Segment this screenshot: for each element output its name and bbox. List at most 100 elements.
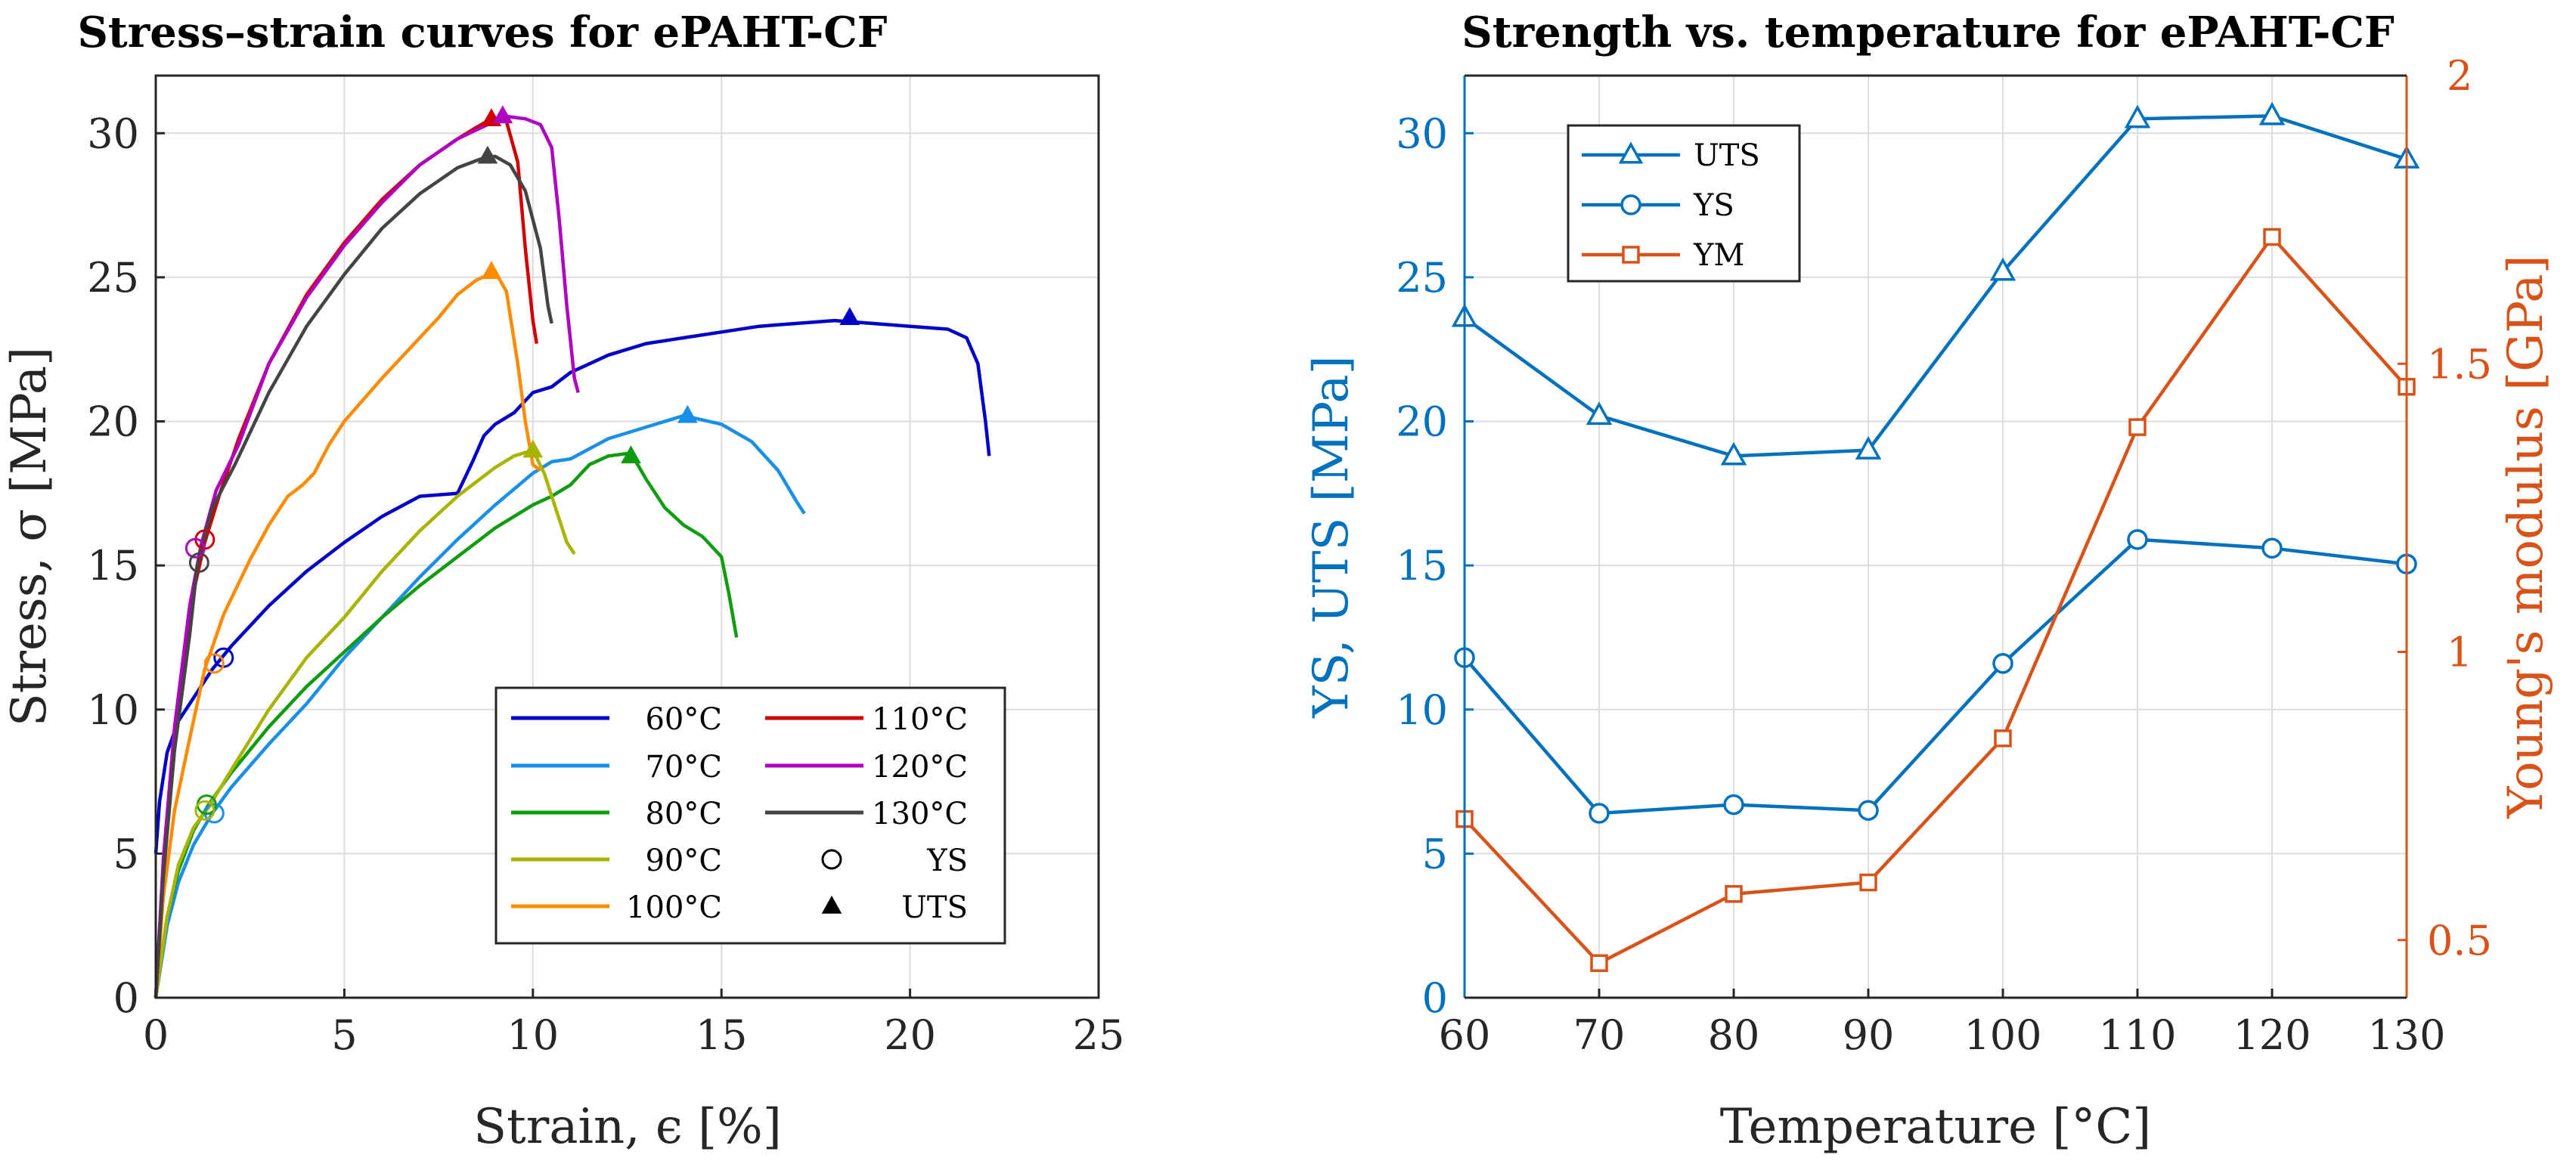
uts-point [2258, 101, 2286, 125]
uts-point [1720, 441, 1747, 466]
legend-label: UTS [901, 890, 968, 925]
legend-label: UTS [1694, 138, 1760, 173]
x-tick-label: 80 [1708, 1011, 1760, 1059]
y-tick-label: 5 [113, 830, 139, 878]
uts-marker [677, 404, 698, 423]
y2-tick-labels: 0.5 1 1.5 2 [2427, 52, 2492, 964]
y-tick-label: 0 [113, 974, 139, 1022]
y-tick-label: 15 [87, 542, 139, 590]
y-tick-label: 20 [1396, 398, 1448, 446]
uts-marker [492, 105, 513, 124]
markers [184, 105, 860, 824]
legend-label: 100°C [626, 890, 722, 925]
y2-axis-label: Young's modulus [GPa] [2498, 255, 2554, 819]
ys-marker [184, 537, 206, 559]
series-line-UTS [1463, 114, 2407, 458]
x-tick-label: 110 [2098, 1011, 2176, 1059]
uts-marker [621, 445, 641, 464]
ys-marker [188, 552, 209, 573]
series-line-100°C [153, 270, 542, 998]
y-tick-label: 25 [1396, 254, 1448, 302]
x-tick-labels: 60 70 80 90 100 110 120 130 [1439, 1011, 2446, 1059]
x-tick-label: 10 [507, 1011, 559, 1059]
legend-box [494, 686, 1006, 945]
uts-point [1989, 257, 2016, 281]
y-tick-label: 0 [1422, 974, 1448, 1022]
x-tick-label: 0 [143, 1011, 169, 1059]
y-tick-labels: 0 5 10 15 20 25 30 [87, 110, 139, 1022]
legend-label: 130°C [872, 797, 968, 831]
uts-marker [839, 307, 860, 326]
ys-point [1723, 794, 1744, 816]
legend-marker [1622, 246, 1640, 264]
y-tick-label: 5 [1422, 830, 1448, 878]
legend-label: 80°C [645, 797, 722, 831]
legend-label: 120°C [872, 750, 968, 785]
legend-label: YS [926, 844, 968, 878]
y-tick-label: 15 [1396, 542, 1448, 590]
ys-marker [203, 653, 225, 674]
ym-point [1994, 729, 2012, 748]
plot-frame [154, 74, 1100, 999]
series-line-90°C [153, 448, 576, 998]
x-axis-label: Temperature [°C] [1720, 1099, 2152, 1155]
x-tick-label: 70 [1573, 1011, 1626, 1059]
ys-point [2127, 529, 2148, 550]
legend-label: 60°C [645, 702, 722, 737]
chart-title: Strength vs. temperature for ePAHT-CF [1462, 8, 2395, 57]
series-line-YS [1463, 537, 2407, 816]
y-tick-labels: 0 5 10 15 20 25 30 [1396, 110, 1448, 1022]
y-tick-label: 20 [87, 398, 139, 446]
stress-strain-chart: Stress–strain curves for ePAHT-CF 0 5 10 15… [2, 8, 1124, 1155]
y-tick-label: 10 [1396, 686, 1448, 734]
uts-marker [481, 261, 502, 280]
y-axis-label: YS, UTS [MPa] [1303, 355, 1359, 718]
uts-marker [477, 145, 498, 164]
uts-point [1855, 436, 1882, 460]
legend-label: YS [1693, 188, 1734, 223]
legend-uts-marker [821, 896, 842, 914]
x-tick-label: 25 [1073, 1011, 1125, 1059]
legend-marker [1620, 194, 1641, 215]
ym-point [1725, 885, 1743, 903]
y2-tick-label: 0.5 [2427, 917, 2492, 964]
y-tick-label: 30 [1396, 110, 1448, 157]
y2-tick-label: 1 [2447, 629, 2472, 676]
legend-label: 110°C [872, 702, 968, 737]
x-tick-label: 5 [331, 1011, 357, 1059]
legend-label: YM [1693, 238, 1744, 273]
ys-point [1589, 803, 1610, 824]
x-tick-label: 90 [1843, 1011, 1895, 1059]
x-tick-label: 20 [884, 1011, 936, 1059]
x-tick-label: 120 [2233, 1011, 2311, 1059]
y2-tick-label: 2 [2447, 52, 2472, 100]
legend-marker [1618, 141, 1644, 164]
x-tick-labels: 0 5 10 15 20 25 [143, 1011, 1125, 1059]
ym-point [2128, 418, 2147, 436]
y-tick-label: 10 [87, 686, 139, 734]
y-axis-label: Stress, σ [MPa] [2, 347, 57, 726]
ys-marker [194, 800, 215, 821]
ys-point [1858, 800, 1879, 821]
ym-point [2263, 228, 2281, 246]
uts-point [1586, 401, 1613, 426]
legend-label: 70°C [645, 750, 722, 785]
ym-point [1590, 954, 1608, 972]
strength-temperature-chart: Strength vs. temperature for ePAHT-CF 60… [1303, 8, 2554, 1155]
ys-point [1992, 653, 2013, 674]
x-tick-label: 100 [1964, 1011, 2041, 1059]
series-line-110°C [153, 116, 539, 998]
series-line-YM [1463, 235, 2408, 965]
x-tick-label: 15 [696, 1011, 748, 1059]
y-tick-label: 25 [87, 254, 139, 302]
uts-marker [522, 439, 544, 458]
legend-label: 90°C [645, 844, 722, 878]
series-line-130°C [153, 154, 553, 998]
ym-point [1859, 873, 1877, 892]
ys-point [2261, 537, 2283, 559]
x-tick-label: 130 [2367, 1011, 2445, 1059]
y-tick-label: 30 [87, 110, 139, 157]
x-tick-label: 60 [1439, 1011, 1491, 1059]
legend: 60°C 70°C 80°C 90°C 100°C 110°C 120°C 130°C YS UT… [494, 686, 1006, 945]
